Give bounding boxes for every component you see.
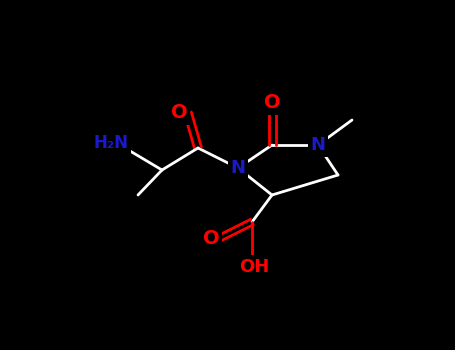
Text: N: N bbox=[310, 136, 325, 154]
Text: O: O bbox=[264, 93, 280, 112]
Text: O: O bbox=[202, 229, 219, 247]
Text: O: O bbox=[171, 104, 187, 122]
Text: H₂N: H₂N bbox=[93, 134, 128, 152]
Text: N: N bbox=[231, 159, 246, 177]
Text: OH: OH bbox=[239, 258, 269, 276]
